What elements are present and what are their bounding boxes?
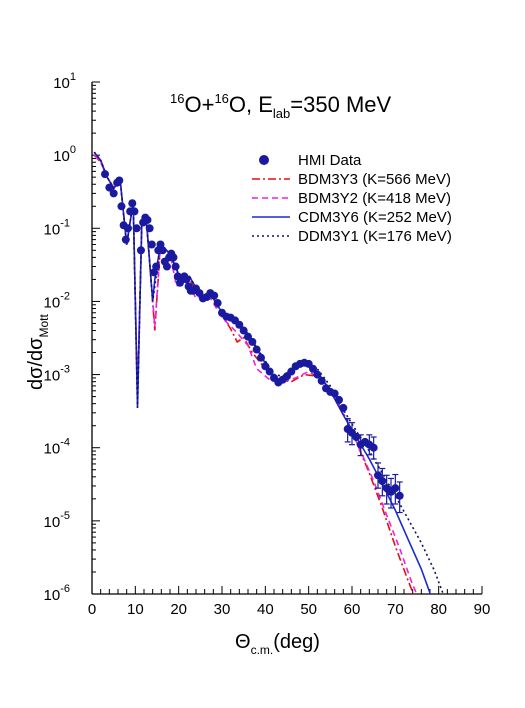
- legend-label-bdm3y3: BDM3Y3 (K=566 MeV): [298, 171, 451, 188]
- data-point: [335, 395, 343, 404]
- data-point: [261, 362, 270, 371]
- x-tick-labels: 0 10 20 30 40 50 60 70 80 90: [88, 601, 491, 618]
- data-point: [309, 364, 317, 373]
- y-tick-label: 10-1: [44, 217, 70, 238]
- y-axis-label: dσ/dσMott: [25, 313, 51, 390]
- data-point: [317, 376, 326, 385]
- y-tick-label: 10-5: [44, 510, 70, 531]
- data-point: [128, 199, 137, 208]
- x-tick-label: 80: [430, 601, 447, 618]
- data-point: [132, 224, 141, 233]
- chart-title: 16O+16O, Elab=350 MeV: [170, 91, 392, 121]
- data-point: [395, 491, 404, 500]
- x-tick-label: 40: [257, 601, 274, 618]
- data-point: [239, 326, 248, 335]
- data-point: [130, 207, 139, 216]
- data-point: [121, 235, 130, 244]
- x-tick-label: 70: [387, 601, 404, 618]
- data-point: [123, 224, 132, 233]
- x-tick-label: 20: [170, 601, 187, 618]
- y-tick-label: 10-4: [44, 437, 70, 458]
- data-point: [145, 224, 154, 233]
- data-point: [378, 477, 387, 486]
- data-point: [330, 389, 339, 398]
- data-point: [235, 320, 244, 329]
- y-tick-label: 10-3: [44, 364, 70, 385]
- x-tick-label: 10: [127, 601, 144, 618]
- data-point: [213, 299, 222, 308]
- y-tick-labels: 101 100 10-1 10-2 10-3 10-4 10-5 10-6: [44, 71, 76, 604]
- y-tick-label: 101: [53, 71, 76, 92]
- data-point: [210, 291, 219, 300]
- data-point: [313, 370, 322, 379]
- data-point: [252, 345, 261, 354]
- y-tick-label: 100: [53, 144, 76, 165]
- data-point: [147, 240, 156, 249]
- data-point: [115, 176, 124, 185]
- data-point: [257, 353, 265, 362]
- data-point: [117, 202, 126, 211]
- data-point: [352, 433, 361, 442]
- x-tick-label: 50: [300, 601, 317, 618]
- data-point: [182, 275, 191, 284]
- data-point: [265, 367, 274, 376]
- data-point: [143, 215, 152, 224]
- x-tick-label: 0: [88, 601, 96, 618]
- data-point: [248, 337, 257, 346]
- data-point: [169, 253, 178, 262]
- data-point: [287, 367, 296, 376]
- data-point: [162, 262, 171, 271]
- legend-marker-data: [259, 155, 269, 165]
- data-point: [136, 246, 145, 255]
- data-point: [158, 246, 167, 255]
- data-point: [109, 189, 118, 198]
- data-point: [171, 262, 180, 271]
- legend: HMI Data BDM3Y3 (K=566 MeV) BDM3Y2 (K=418 …: [252, 152, 452, 245]
- data-point: [339, 403, 348, 412]
- data-point: [105, 183, 114, 192]
- data-points: [101, 170, 404, 500]
- y-tick-label: 10-2: [44, 290, 70, 311]
- data-point: [369, 443, 378, 452]
- data-point: [374, 471, 382, 480]
- data-point: [391, 484, 400, 493]
- x-tick-label: 60: [344, 601, 361, 618]
- data-point: [152, 262, 161, 271]
- y-tick-label: 10-6: [44, 583, 70, 604]
- x-axis-label: Θc.m.(deg): [235, 631, 320, 657]
- legend-label-cdm3y6: CDM3Y6 (K=252 MeV): [298, 209, 452, 226]
- legend-label-ddm3y1: DDM3Y1 (K=176 MeV): [298, 228, 452, 245]
- legend-label-data: HMI Data: [298, 152, 362, 169]
- data-point: [101, 170, 109, 179]
- axis-ticks: [91, 81, 483, 595]
- x-tick-label: 30: [214, 601, 231, 618]
- x-tick-label: 90: [474, 601, 491, 618]
- legend-label-bdm3y2: BDM3Y2 (K=418 MeV): [298, 190, 451, 207]
